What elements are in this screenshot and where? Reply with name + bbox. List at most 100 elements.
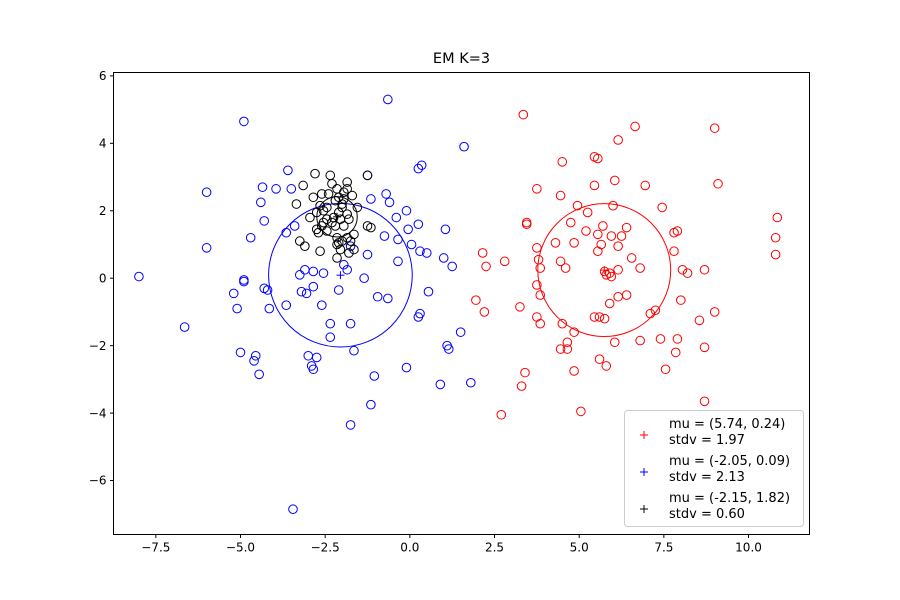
data-point [479, 307, 490, 317]
data-point [393, 234, 403, 245]
data-point [283, 165, 293, 176]
data-point [550, 238, 561, 248]
data-point [562, 344, 573, 354]
data-point [359, 273, 369, 284]
data-point [369, 371, 380, 381]
y-tick-label: −6 [89, 474, 107, 488]
data-point [415, 246, 425, 257]
data-point [259, 216, 270, 226]
data-point [291, 199, 302, 209]
data-point [593, 246, 603, 257]
data-point [362, 221, 373, 231]
data-point [532, 280, 542, 290]
data-point [421, 248, 432, 258]
data-point [672, 334, 683, 344]
data-point [318, 205, 329, 216]
data-point [339, 187, 349, 198]
data-point [438, 253, 449, 263]
data-point [560, 263, 571, 273]
data-point [598, 221, 608, 231]
mean-marker [600, 266, 609, 275]
data-point [589, 312, 600, 322]
data-point [342, 264, 352, 275]
data-point [362, 249, 373, 260]
data-point [289, 221, 300, 231]
data-point [296, 286, 307, 297]
data-point [772, 212, 783, 223]
data-point [466, 377, 476, 388]
data-point [383, 94, 393, 105]
data-point [257, 182, 268, 192]
y-axis: −6 −4 −2 0 2 4 6 [89, 69, 114, 488]
legend-box [624, 410, 804, 527]
data-point [332, 253, 342, 263]
data-point [770, 232, 781, 243]
data-point [308, 192, 319, 203]
data-point [518, 109, 529, 120]
legend-mu-label: mu = (5.74, 0.24) [669, 417, 785, 432]
chart-title: EM K=3 [433, 51, 490, 67]
data-point [311, 352, 322, 363]
data-point [134, 271, 144, 282]
data-point [316, 300, 327, 310]
axes-frame [113, 72, 810, 535]
data-point [333, 285, 344, 295]
data-point [650, 305, 661, 316]
data-point [594, 354, 605, 364]
data-point [609, 175, 620, 186]
x-tick-label: 5.0 [570, 541, 589, 555]
data-point [403, 224, 413, 235]
data-point [669, 246, 679, 257]
data-point [444, 344, 454, 354]
data-point [589, 180, 600, 191]
data-point [576, 406, 586, 417]
legend-stdv-label: stdv = 2.13 [669, 470, 745, 485]
x-tick-label: −5.0 [226, 541, 255, 555]
x-tick-label: −2.5 [311, 541, 340, 555]
data-point [344, 248, 354, 258]
y-tick-label: 6 [99, 69, 107, 83]
data-point [201, 243, 212, 253]
data-point [300, 264, 310, 275]
data-point [613, 241, 623, 251]
y-tick-label: −2 [89, 339, 107, 353]
data-point [613, 264, 623, 275]
data-point [660, 364, 671, 375]
data-point [256, 197, 266, 208]
data-point [310, 168, 320, 179]
data-point [262, 285, 273, 295]
data-point [362, 170, 373, 181]
data-point [499, 256, 510, 267]
data-point [239, 116, 249, 127]
data-point [440, 224, 451, 235]
x-axis: −7.5 −5.0 −2.5 0.0 2.5 5.0 7.5 10.0 [141, 534, 762, 555]
data-point [401, 205, 412, 216]
data-point [332, 232, 342, 243]
data-point [521, 219, 532, 230]
data-point [670, 347, 681, 358]
data-point [345, 241, 356, 251]
stdv-circle [537, 203, 672, 338]
data-point [288, 504, 298, 515]
data-point [339, 259, 349, 270]
data-point [606, 231, 617, 241]
x-tick-label: −7.5 [141, 541, 170, 555]
x-tick-label: 10.0 [735, 541, 762, 555]
data-point [593, 153, 603, 164]
data-point [677, 264, 688, 275]
data-point [655, 334, 666, 344]
data-point [235, 347, 246, 358]
data-point [393, 256, 403, 267]
data-point [347, 190, 358, 201]
data-point [201, 187, 212, 198]
data-point [593, 229, 603, 240]
data-point [335, 244, 346, 255]
data-point [384, 197, 395, 208]
data-point [264, 303, 275, 314]
data-point [616, 231, 627, 241]
data-point [557, 157, 568, 167]
data-point [555, 256, 566, 267]
data-point [562, 337, 573, 348]
data-point [682, 268, 693, 278]
